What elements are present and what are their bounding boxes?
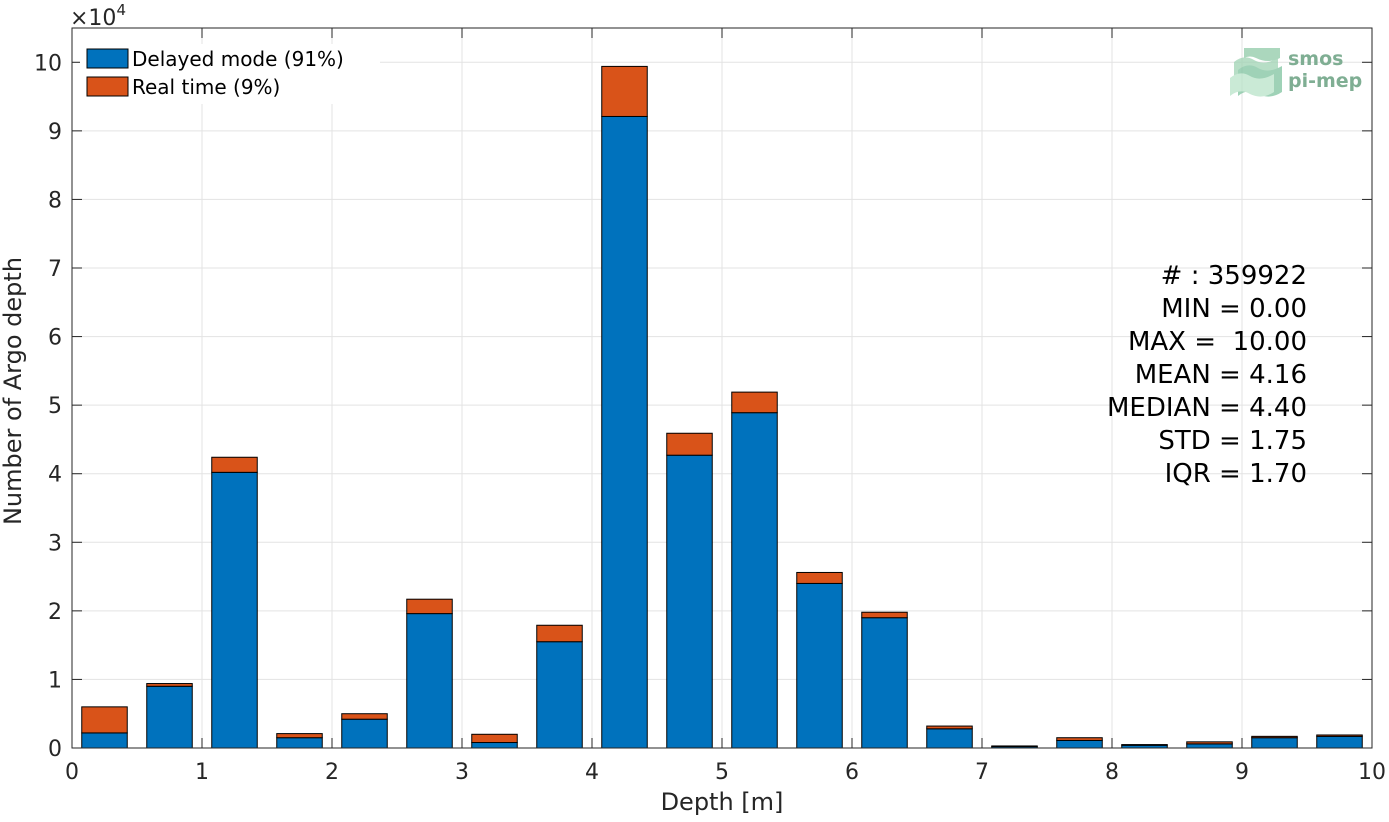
- stat-iqr: IQR = 1.70: [1165, 459, 1307, 489]
- smos-pi-mep-logo: smos pi-mep: [1230, 48, 1362, 97]
- x-tick-label: 2: [325, 760, 339, 785]
- x-tick-label: 7: [975, 760, 989, 785]
- stat-median: MEDIAN = 4.40: [1107, 393, 1307, 423]
- legend-swatch-delayed-mode: [86, 48, 129, 69]
- y-tick-label: 2: [48, 600, 62, 625]
- stat-mean: MEAN = 4.16: [1135, 360, 1307, 390]
- y-tick-label: 9: [48, 120, 62, 145]
- y-multiplier-base: ×10: [70, 6, 116, 31]
- statistics-annotation: # : 359922 MIN = 0.00 MAX = 10.00 MEAN =…: [1107, 261, 1307, 489]
- bar-delayed-mode: [601, 115, 648, 749]
- stat-min: MIN = 0.00: [1161, 294, 1307, 324]
- y-tick-label: 8: [48, 188, 62, 213]
- logo-wave-icon: [1230, 48, 1282, 97]
- stat-max: MAX = 10.00: [1128, 327, 1307, 357]
- bar-delayed-mode: [406, 613, 453, 749]
- logo-text-smos: smos: [1288, 48, 1343, 70]
- y-tick-label: 5: [48, 394, 62, 419]
- bar-real-time: [991, 745, 1038, 748]
- bar-delayed-mode: [666, 454, 713, 749]
- x-tick-label: 0: [65, 760, 79, 785]
- legend-label-real-time: Real time (9%): [132, 75, 280, 99]
- y-tick-label: 0: [48, 737, 62, 762]
- legend-swatch-real-time: [86, 76, 129, 97]
- bar-delayed-mode: [471, 742, 518, 749]
- y-tick-label: 3: [48, 531, 62, 556]
- x-axis-label: Depth [m]: [661, 788, 784, 816]
- y-multiplier-exponent: 4: [116, 1, 126, 19]
- bar-real-time: [1121, 744, 1168, 746]
- x-tick-label: 9: [1235, 760, 1249, 785]
- bar-real-time: [666, 432, 713, 456]
- bar-delayed-mode: [341, 718, 388, 749]
- bar-real-time: [1186, 741, 1233, 745]
- x-tick-label: 1: [195, 760, 209, 785]
- bar-delayed-mode: [1056, 739, 1103, 749]
- stat-std: STD = 1.75: [1158, 426, 1307, 456]
- legend-box: [80, 44, 380, 104]
- bar-delayed-mode: [276, 737, 323, 749]
- y-tick-label: 1: [48, 668, 62, 693]
- x-tick-label: 5: [715, 760, 729, 785]
- stat-count: # : 359922: [1161, 261, 1307, 291]
- bar-real-time: [276, 733, 323, 739]
- bar-real-time: [341, 713, 388, 720]
- bar-real-time: [1056, 737, 1103, 741]
- x-tick-label: 6: [845, 760, 859, 785]
- bar-delayed-mode: [796, 582, 843, 749]
- bar-delayed-mode: [146, 685, 193, 749]
- bar-real-time: [1251, 735, 1298, 739]
- bar-real-time: [1316, 734, 1363, 737]
- bar-delayed-mode: [731, 412, 778, 749]
- bar-real-time: [146, 683, 193, 687]
- x-tick-label: 10: [1358, 760, 1386, 785]
- y-tick-label: 4: [48, 463, 62, 488]
- bar-real-time: [601, 65, 648, 117]
- bars: [81, 65, 1363, 749]
- bar-real-time: [406, 598, 453, 615]
- legend-label-delayed-mode: Delayed mode (91%): [132, 47, 344, 71]
- y-tick-label: 6: [48, 326, 62, 351]
- y-axis-multiplier: ×104: [70, 1, 126, 31]
- bar-delayed-mode: [1251, 737, 1298, 749]
- bar-delayed-mode: [81, 732, 128, 749]
- bar-real-time: [861, 611, 908, 619]
- bar-delayed-mode: [926, 728, 973, 749]
- bar-real-time: [81, 706, 128, 734]
- bar-real-time: [211, 456, 258, 473]
- y-tick-label: 7: [48, 257, 62, 282]
- bar-delayed-mode: [1186, 743, 1233, 749]
- bar-real-time: [536, 624, 583, 643]
- bar-real-time: [796, 571, 843, 584]
- x-tick-label: 3: [455, 760, 469, 785]
- bar-real-time: [926, 725, 973, 730]
- x-tick-label: 4: [585, 760, 599, 785]
- bar-real-time: [731, 391, 778, 414]
- bar-delayed-mode: [536, 641, 583, 749]
- legend: Delayed mode (91%) Real time (9%): [80, 44, 380, 104]
- logo-text-pi-mep: pi-mep: [1288, 70, 1362, 92]
- bar-delayed-mode: [861, 617, 908, 749]
- y-tick-label: 10: [34, 51, 62, 76]
- bar-delayed-mode: [1316, 735, 1363, 749]
- x-tick-label: 8: [1105, 760, 1119, 785]
- y-axis-label: Number of Argo depth: [0, 257, 27, 525]
- axis-ticks: 0 1 2 3 4 5 6 7 8 9 10 0 1 2 3 4 5 6 7 8 9 10: [34, 28, 1386, 785]
- bar-delayed-mode: [211, 471, 258, 749]
- bar-real-time: [471, 733, 518, 744]
